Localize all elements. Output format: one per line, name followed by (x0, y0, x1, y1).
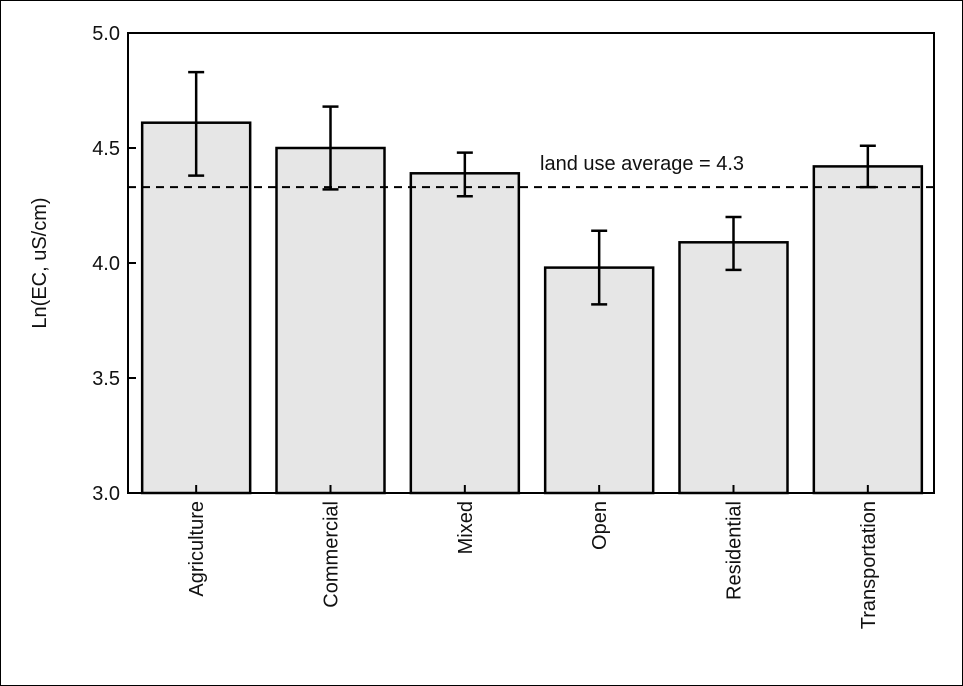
category-label-mixed: Mixed (455, 501, 477, 554)
bar-mixed (409, 172, 521, 495)
error-bar-mixed (456, 151, 473, 198)
y-tick-label: 3.5 (92, 368, 120, 390)
error-bar-agriculture (188, 70, 205, 177)
bar-agriculture (140, 121, 252, 495)
bars (140, 121, 924, 495)
category-label-agriculture: Agriculture (186, 501, 208, 597)
average-annotation: land use average = 4.3 (540, 153, 744, 175)
error-bar-commercial (322, 105, 339, 191)
y-tick-label: 4.5 (92, 138, 120, 160)
category-label-open: Open (589, 501, 611, 550)
error-bar-open (591, 229, 608, 306)
y-tick-label: 3.0 (92, 483, 120, 505)
y-axis-label: Ln(EC, uS/cm) (29, 197, 51, 328)
error-bars (188, 70, 876, 306)
x-axis-category-labels: Agriculture Commercial Mixed Open Residentia… (186, 485, 880, 629)
y-tick-label: 5.0 (92, 23, 120, 45)
y-tick-label: 4.0 (92, 253, 120, 275)
y-axis: 3.0 3.5 4.0 4.5 5.0 (92, 23, 136, 505)
error-bar-residential (725, 215, 742, 272)
bar-transportation (812, 165, 924, 495)
bar-commercial (275, 146, 386, 495)
category-label-residential: Residential (724, 501, 746, 600)
category-label-commercial: Commercial (321, 501, 343, 608)
category-label-transportation: Transportation (858, 501, 880, 629)
bar-residential (678, 241, 789, 495)
